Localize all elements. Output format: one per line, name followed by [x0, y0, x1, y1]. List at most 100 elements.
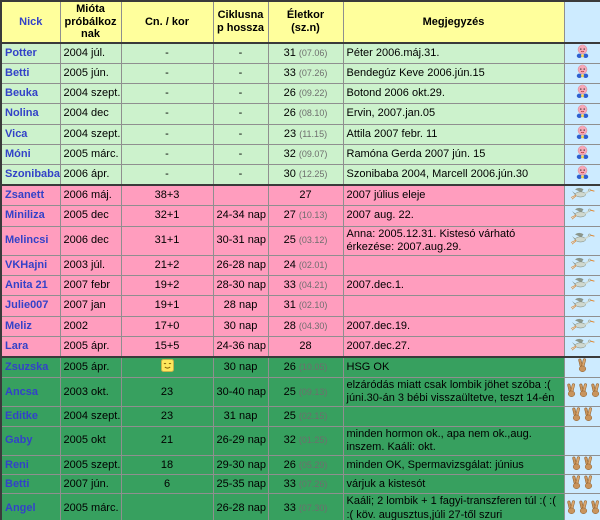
- nick-cell: Betti: [0, 474, 61, 495]
- age-date-label: (12.25): [298, 169, 328, 180]
- since-cell: 2007 jún.: [59, 474, 122, 495]
- icons-cell: [563, 355, 600, 379]
- age-cell: 31 (07.06): [267, 41, 344, 65]
- crossed-fingers-icon: [590, 383, 600, 401]
- cycle-cell: 26-28 nap: [212, 493, 269, 520]
- nick-cell: Meliz: [0, 315, 61, 337]
- since-cell: 2004 szept.: [59, 123, 122, 145]
- column-header-cn: Cn. / kor: [120, 0, 214, 44]
- note-cell: Anna: 2005.12.31. Kistesó várható érkezé…: [342, 225, 565, 256]
- icons-cell: [563, 225, 600, 256]
- age-cell: 27: [267, 184, 344, 207]
- since-cell: 2006 ápr.: [59, 164, 122, 186]
- nick-cell: Angel: [0, 493, 61, 520]
- table-row: Angel 2005 márc. 26-28 nap 33 (07.30) Kaáli;…: [0, 493, 600, 520]
- nick-cell: Miniliza: [0, 205, 61, 227]
- icons-cell: [563, 474, 600, 495]
- age-cell: 28 (04.30): [267, 315, 344, 337]
- baby-icon: [575, 165, 590, 185]
- icons-cell: [563, 335, 600, 358]
- cn-cell: -: [120, 103, 214, 125]
- nick-cell: Reni: [0, 455, 61, 476]
- nick-cell: Julie007: [0, 295, 61, 317]
- cn-cell: 19+2: [120, 275, 214, 297]
- icons-cell: [563, 83, 600, 105]
- stork-icon: [569, 297, 595, 315]
- note-cell: minden OK, Spermavizsgálat: június: [342, 455, 565, 476]
- cycle-cell: 26-29 nap: [212, 425, 269, 457]
- age-cell: 25 (03.12): [267, 225, 344, 256]
- age-date-label: (07.06): [298, 47, 328, 58]
- note-cell: 2007 aug. 22.: [342, 205, 565, 227]
- note-cell: 2007.dec.1.: [342, 275, 565, 297]
- crossed-fingers-icon: [578, 383, 589, 401]
- age-date-label: (10.13): [298, 210, 328, 221]
- age-cell: 26 (09.22): [267, 83, 344, 105]
- crossed-fingers-icon: [583, 475, 594, 493]
- cn-cell: 17+0: [120, 315, 214, 337]
- table-row: Ancsa 2003 okt. 23 30-40 nap 25 (09.13) elzár…: [0, 377, 600, 408]
- age-date-label: (04.30): [298, 320, 328, 331]
- age-cell: 25 (09.13): [267, 377, 344, 408]
- table-row: Julie007 2007 jan 19+1 28 nap 31 (02.10): [0, 295, 600, 317]
- table-row: Editke 2004 szept. 23 31 nap 25 (02.15): [0, 406, 600, 427]
- cycle-cell: -: [212, 143, 269, 166]
- note-cell: Ervin, 2007.jan.05: [342, 103, 565, 125]
- table-row: Betti 2007 jún. 6 25-35 nap 33 (07.26) várjuk…: [0, 474, 600, 495]
- age-date-label: (07.26): [298, 478, 328, 489]
- age-cell: 26 (05.29): [267, 455, 344, 476]
- crossed-fingers-icon: [590, 499, 600, 518]
- since-cell: 2004 szept.: [59, 406, 122, 427]
- since-cell: 2007 febr: [59, 275, 122, 297]
- nick-cell: Nolina: [0, 103, 61, 125]
- cn-cell: 38+3: [120, 184, 214, 207]
- cycle-cell: 24-34 nap: [212, 205, 269, 227]
- cn-cell: -: [120, 41, 214, 65]
- age-cell: 30 (12.25): [267, 164, 344, 186]
- baby-icon: [575, 104, 590, 123]
- nick-cell: Móni: [0, 143, 61, 166]
- baby-icon: [575, 64, 590, 83]
- since-cell: 2004 júl.: [59, 41, 122, 65]
- age-cell: 32 (01.25): [267, 425, 344, 457]
- since-cell: 2006 dec: [59, 225, 122, 256]
- age-date-label: (09.13): [298, 386, 328, 397]
- crossed-fingers-icon: [566, 383, 577, 401]
- age-date-label: (07.26): [298, 68, 328, 79]
- note-cell: [342, 295, 565, 317]
- crossed-fingers-icon: [577, 358, 588, 377]
- cycle-cell: -: [212, 63, 269, 85]
- crossed-fingers-icon: [571, 456, 582, 474]
- cycle-cell: -: [212, 41, 269, 65]
- age-cell: 32 (09.07): [267, 143, 344, 166]
- cycle-cell: 26-28 nap: [212, 254, 269, 277]
- note-cell: elzáródás miatt csak lombik jöhet szóba …: [342, 377, 565, 408]
- cn-cell: 15+5: [120, 335, 214, 358]
- note-cell: Szonibaba 2004, Marcell 2006.jún.30: [342, 164, 565, 186]
- nick-cell: Editke: [0, 406, 61, 427]
- crossed-fingers-icon: [578, 499, 589, 518]
- since-cell: 2005 dec: [59, 205, 122, 227]
- icons-cell: [563, 164, 600, 186]
- nick-cell: Zsanett: [0, 184, 61, 207]
- cn-cell: -: [120, 83, 214, 105]
- age-cell: 33 (07.30): [267, 493, 344, 520]
- icons-cell: [563, 406, 600, 427]
- nick-cell: VKHajni: [0, 254, 61, 277]
- age-cell: 27 (10.13): [267, 205, 344, 227]
- cycle-cell: -: [212, 164, 269, 186]
- table-row: Anita 21 2007 febr 19+2 28-30 nap 33 (04.21)…: [0, 275, 600, 297]
- cn-cell: [120, 355, 214, 379]
- age-cell: 33 (04.21): [267, 275, 344, 297]
- stork-icon: [569, 187, 595, 205]
- cn-cell: 19+1: [120, 295, 214, 317]
- cycle-cell: -: [212, 103, 269, 125]
- age-date-label: (08.10): [298, 108, 328, 119]
- nick-cell: Beuka: [0, 83, 61, 105]
- icons-cell: [563, 123, 600, 145]
- table-row: Beuka 2004 szept. - -26 (09.22) Botond 2006 …: [0, 83, 600, 105]
- cycle-cell: 28 nap: [212, 295, 269, 317]
- since-cell: 2002: [59, 315, 122, 337]
- note-cell: Péter 2006.máj.31.: [342, 41, 565, 65]
- table-row: Miniliza 2005 dec 32+1 24-34 nap 27 (10.13) 2…: [0, 205, 600, 227]
